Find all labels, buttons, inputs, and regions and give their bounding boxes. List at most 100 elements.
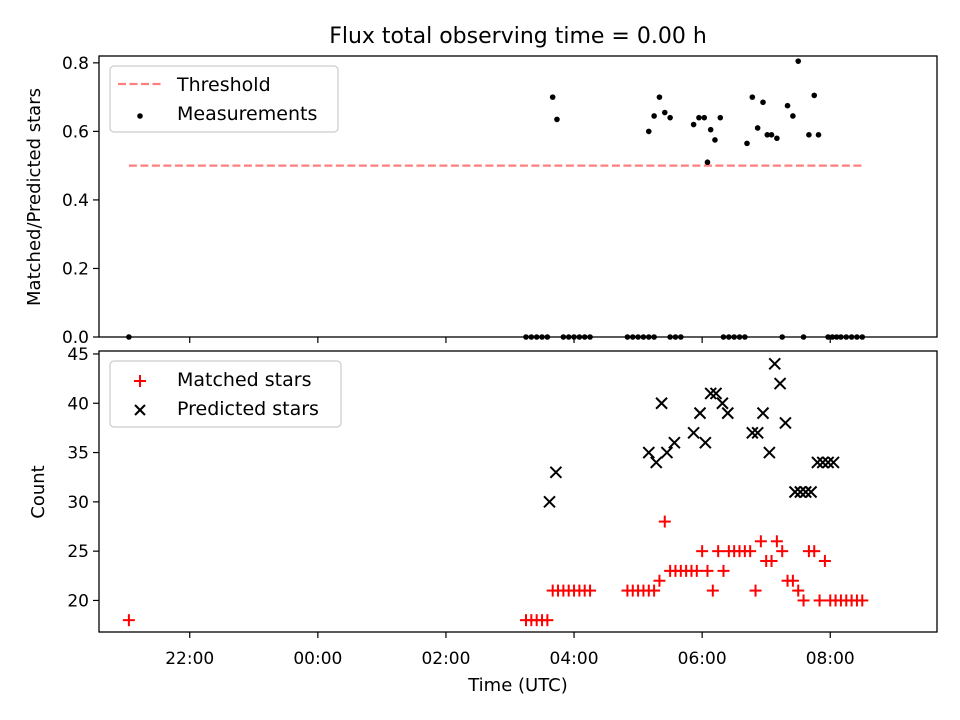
bottom-x-ticks: 22:00 00:00 02:00 04:00 06:00 08:00	[165, 632, 855, 669]
bottom-panel: 20 25 30 35 40 45 22:00 00:00 02:00 04:00 06:00 08…	[28, 345, 938, 696]
chart-title: Flux total observing time = 0.00 h	[329, 24, 707, 49]
measurement-point	[760, 99, 766, 106]
bottom-y-ticks: 20 25 30 35 40 45	[67, 345, 99, 611]
measurement-point	[815, 132, 822, 138]
bottom-plot-content	[122, 357, 869, 627]
x-tick-label: 08:00	[806, 649, 855, 669]
bottom-legend-box	[109, 360, 342, 428]
x-axis-label: Time (UTC)	[467, 675, 568, 696]
measurement-point	[717, 114, 724, 121]
top-plot-frame	[98, 55, 938, 338]
measurement-point	[656, 94, 663, 100]
bottom-y-tick-label: 30	[67, 493, 89, 513]
predicted-star-point	[763, 446, 776, 459]
matched-star-point	[786, 574, 799, 587]
predicted-star-point	[816, 456, 829, 469]
matched-star-point	[744, 545, 757, 558]
measurement-point	[754, 125, 761, 131]
predicted-star-point	[549, 466, 563, 479]
bottom-y-tick-label: 40	[67, 394, 89, 414]
measurement-point	[645, 128, 652, 135]
matched-star-point	[122, 614, 135, 627]
measurement-point	[651, 113, 657, 119]
matched-star-point	[749, 584, 762, 597]
predicted-star-point	[687, 426, 700, 440]
measurement-point	[768, 132, 775, 138]
predicted-star-point	[768, 357, 781, 371]
bottom-y-tick-label: 25	[67, 542, 89, 562]
measurement-point	[784, 102, 791, 109]
measurement-point	[744, 140, 750, 147]
predicted-star-point	[655, 397, 668, 410]
matched-star-point	[541, 614, 554, 627]
predicted-star-point	[660, 446, 674, 459]
matched-star-point	[701, 564, 714, 577]
top-x-ticks	[189, 337, 831, 343]
top-y-tick-label: 0.0	[62, 328, 89, 348]
predicted-star-point	[746, 426, 759, 440]
matched-star-point	[765, 555, 778, 568]
bottom-legend: Matched stars Predicted stars	[109, 360, 342, 428]
bottom-y-tick-label: 35	[67, 444, 89, 464]
predicted-star-point	[773, 377, 787, 390]
matched-star-point	[797, 594, 810, 607]
top-y-tick-label: 0.8	[62, 54, 89, 74]
predicted-star-point	[543, 495, 556, 509]
legend-measurements-label: Measurements	[177, 103, 317, 125]
matched-star-point	[813, 594, 826, 607]
x-tick-label: 04:00	[550, 649, 599, 669]
matched-star-point	[856, 594, 869, 607]
top-y-tick-label: 0.4	[62, 191, 89, 211]
top-y-tick-label: 0.6	[62, 122, 89, 142]
matched-star-point	[808, 545, 821, 558]
bottom-y-tick-label: 20	[67, 591, 89, 611]
top-y-axis-label: Matched/Predicted stars	[24, 88, 45, 306]
predicted-star-point	[788, 485, 802, 499]
predicted-star-point	[668, 436, 681, 449]
top-legend-box	[109, 65, 339, 133]
top-y-ticks: 0.0 0.2 0.4 0.6 0.8	[62, 54, 99, 348]
legend-threshold-label: Threshold	[176, 74, 271, 96]
measurement-point	[795, 58, 802, 64]
bottom-y-tick-label: 45	[67, 345, 89, 365]
predicted-star-point	[756, 406, 770, 420]
matched-star-point	[717, 564, 730, 577]
predicted-star-point	[821, 456, 835, 469]
matched-star-point	[690, 564, 703, 577]
measurement-point	[790, 113, 796, 119]
matched-star-point	[712, 545, 725, 558]
measurement-point	[707, 126, 714, 133]
measurement-point	[712, 137, 718, 143]
predicted-star-point	[704, 387, 717, 400]
measurement-point	[704, 159, 711, 166]
top-legend: Threshold Measurements	[109, 65, 339, 133]
x-tick-label: 06:00	[678, 649, 727, 669]
matched-star-point	[653, 574, 666, 587]
predicted-star-point	[827, 456, 840, 469]
predicted-star-point	[650, 456, 663, 469]
predicted-star-point	[794, 485, 807, 499]
measurement-point	[701, 114, 708, 121]
predicted-star-point	[699, 436, 712, 449]
matched-star-point	[584, 584, 597, 597]
matched-star-point	[696, 545, 709, 558]
legend-measurements-swatch	[137, 113, 143, 119]
x-tick-label: 22:00	[165, 649, 214, 669]
top-y-tick-label: 0.2	[62, 259, 89, 279]
measurement-point	[667, 114, 673, 121]
legend-predicted-label: Predicted stars	[177, 398, 319, 420]
matched-star-point	[770, 535, 783, 548]
matched-star-point	[754, 535, 767, 548]
matched-star-point	[658, 515, 671, 528]
legend-matched-swatch	[134, 375, 146, 387]
measurement-point	[690, 121, 697, 128]
x-tick-label: 00:00	[293, 649, 342, 669]
bottom-plot-frame	[98, 350, 938, 633]
measurement-point	[811, 92, 818, 99]
predicted-star-point	[799, 485, 812, 499]
bottom-y-axis-label: Count	[28, 465, 49, 518]
matched-star-point	[706, 584, 719, 597]
matched-star-point	[792, 584, 805, 597]
measurement-point	[554, 116, 560, 123]
